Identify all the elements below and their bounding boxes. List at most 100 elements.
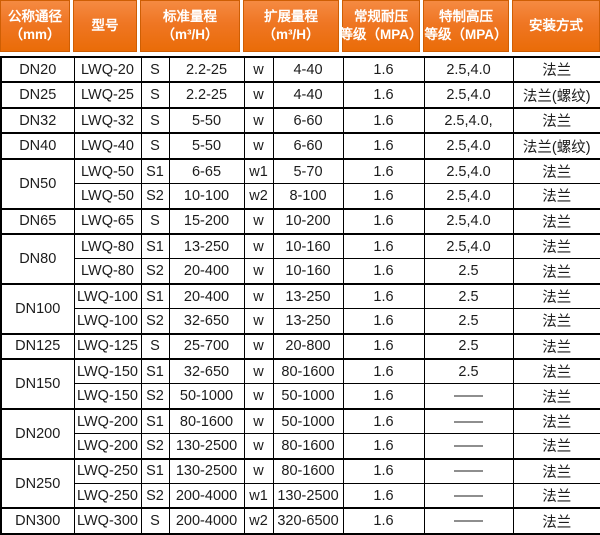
- table-cell: 4-40: [272, 55, 344, 83]
- header-label: 标准量程: [163, 9, 217, 25]
- table-cell: DN100: [0, 282, 75, 335]
- table-cell: 法兰: [512, 507, 600, 535]
- header-label: （m³/H）: [262, 27, 320, 42]
- table-cell: 5-70: [272, 157, 344, 185]
- table-cell: ——: [423, 457, 514, 485]
- table-cell: DN40: [0, 132, 75, 160]
- table-cell: LWQ-200: [73, 407, 142, 435]
- header-label: 型号: [91, 18, 119, 34]
- table-cell: 8-100: [272, 183, 344, 210]
- table-cell: LWQ-250: [73, 457, 142, 485]
- table-cell: LWQ-80: [73, 233, 142, 260]
- table-cell: 法兰(螺纹): [512, 81, 600, 109]
- table-cell: w: [243, 383, 274, 410]
- table-cell: 法兰: [512, 332, 600, 360]
- table-cell: ——: [423, 407, 514, 435]
- table-cell: 法兰: [512, 308, 600, 335]
- table-cell: 80-1600: [272, 358, 344, 385]
- table-cell: w1: [243, 483, 274, 509]
- table-cell: 2.5,4.0: [423, 183, 514, 210]
- table-cell: 6-65: [168, 157, 245, 185]
- table-cell: 80-1600: [272, 457, 344, 485]
- table-cell: 2.5,4.0: [423, 55, 514, 83]
- table-cell: 50-1000: [168, 383, 245, 410]
- table-cell: w: [243, 233, 274, 260]
- table-cell: 2.2-25: [168, 55, 245, 83]
- table-cell: 50-1000: [272, 383, 344, 410]
- table-row: DN125 LWQ-125 S 25-700 w 20-800 1.6 2.5 法兰: [0, 332, 600, 360]
- table-cell: ——: [423, 507, 514, 535]
- table-cell: LWQ-25: [73, 81, 142, 109]
- header-label: 特制高压: [439, 9, 493, 25]
- table-cell: 2.5: [423, 308, 514, 335]
- table-cell: ——: [423, 433, 514, 460]
- table-cell: S2: [140, 183, 170, 210]
- table-cell: LWQ-200: [73, 433, 142, 460]
- table-row: LWQ-150 S2 50-1000 w 50-1000 1.6 —— 法兰: [1, 383, 600, 410]
- table-cell: 2.5: [423, 258, 514, 285]
- table-cell: 法兰: [512, 106, 600, 134]
- table-cell: w2: [243, 183, 274, 210]
- table-cell: LWQ-50: [73, 183, 142, 210]
- table-cell: w: [243, 207, 274, 235]
- table-cell: 法兰: [512, 483, 600, 509]
- table-cell: 1.6: [342, 358, 425, 385]
- table-cell: w: [243, 433, 274, 460]
- table-cell: 5-50: [168, 106, 245, 134]
- table-cell: 法兰: [512, 282, 600, 310]
- table-cell: 法兰: [512, 233, 600, 260]
- table-cell: 6-60: [272, 132, 344, 160]
- header-label: 公称通径: [8, 9, 62, 25]
- table-cell: 法兰: [512, 258, 600, 285]
- table-cell: 法兰: [512, 457, 600, 485]
- table-cell: ——: [423, 383, 514, 410]
- table-cell: 1.6: [342, 81, 425, 109]
- table-cell: DN25: [0, 81, 75, 109]
- table-cell: S: [140, 106, 170, 134]
- table-cell: 130-2500: [168, 433, 245, 460]
- header-cell-model: 型号: [73, 0, 137, 52]
- table-row: LWQ-100 S2 32-650 w 13-250 1.6 2.5 法兰: [1, 308, 600, 335]
- table-cell: S: [140, 507, 170, 535]
- table-cell: 1.6: [342, 433, 425, 460]
- table-cell: 1.6: [342, 507, 425, 535]
- header-label: （mm）: [9, 27, 61, 42]
- table-cell: 1.6: [342, 233, 425, 260]
- header-cell-extended-range: 扩展量程 （m³/H）: [243, 0, 339, 52]
- table-cell: 25-700: [168, 332, 245, 360]
- table-cell: LWQ-40: [73, 132, 142, 160]
- table-cell: w2: [243, 507, 274, 535]
- table-cell: w1: [243, 157, 274, 185]
- table-cell: 1.6: [342, 258, 425, 285]
- table-cell: 法兰: [512, 55, 600, 83]
- table-cell: DN150: [0, 358, 75, 410]
- table-cell: DN80: [0, 233, 75, 285]
- table-cell: LWQ-125: [73, 332, 142, 360]
- table-cell: 10-200: [272, 207, 344, 235]
- table-cell: 20-800: [272, 332, 344, 360]
- table-row: LWQ-80 S2 20-400 w 10-160 1.6 2.5 法兰: [1, 258, 600, 285]
- table-cell: 1.6: [342, 457, 425, 485]
- table-cell: 10-160: [272, 233, 344, 260]
- table-cell: 2.5,4.0,: [423, 106, 514, 134]
- table-cell: LWQ-300: [73, 507, 142, 535]
- table-cell: 80-1600: [168, 407, 245, 435]
- table-cell: 13-250: [272, 308, 344, 335]
- table-header: 公称通径 （mm） 型号 标准量程 （m³/H） 扩展量程 （m³/H） 常规耐压 等级（MPA…: [0, 0, 600, 52]
- table-cell: 1.6: [342, 157, 425, 185]
- header-label: 等级（MPA）: [339, 27, 423, 42]
- table-cell: 2.2-25: [168, 81, 245, 109]
- header-label: 等级（MPA）: [424, 27, 508, 42]
- table-row: DN150 LWQ-150 S1 32-650 w 80-1600 1.6 2.5 法兰: [0, 358, 600, 410]
- table-cell: 200-4000: [168, 507, 245, 535]
- table-cell: 1.6: [342, 332, 425, 360]
- table-cell: S: [140, 55, 170, 83]
- table-cell: 1.6: [342, 183, 425, 210]
- header-cell-installation-method: 安装方式: [512, 0, 600, 52]
- table-cell: 4-40: [272, 81, 344, 109]
- table-cell: 法兰(螺纹): [512, 132, 600, 160]
- table-cell: 50-1000: [272, 407, 344, 435]
- table-cell: DN65: [0, 207, 75, 235]
- table-cell: 2.5,4.0: [423, 207, 514, 235]
